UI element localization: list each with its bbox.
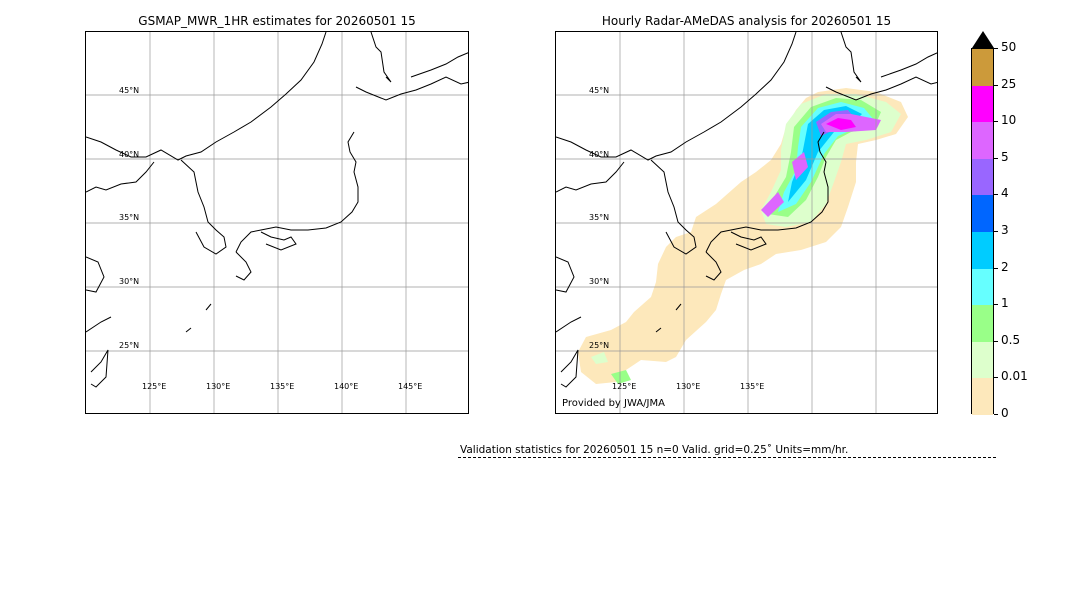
right-coastlines (556, 32, 937, 388)
colorbar-tick-label: 50 (1001, 40, 1017, 54)
validation-statistics: Validation statistics for 20260501 15 n=… (460, 444, 849, 456)
right-gridlines (556, 32, 937, 413)
colorbar-arrow-triangle (972, 31, 994, 48)
colorbar-segment (972, 232, 993, 270)
left-lon-label-135: 135°E (270, 382, 295, 391)
colorbar-tick-label: 3 (1001, 223, 1009, 237)
left-map-graphics (86, 32, 468, 413)
right-lat-label-25: 25°N (589, 341, 610, 350)
right-lat-label-35: 35°N (589, 213, 610, 222)
colorbar-tick-label: 4 (1001, 186, 1009, 201)
colorbar-segment (972, 268, 993, 306)
left-map: 45°N 40°N 35°N 30°N 25°N 125°E 130°E 135… (85, 31, 469, 414)
colorbar-segment (972, 378, 993, 416)
left-lat-label-25: 25°N (119, 341, 140, 350)
right-map-graphics (556, 32, 937, 413)
colorbar-tick-label: 0.01 (1001, 369, 1028, 384)
left-lon-label-140: 140°E (334, 382, 359, 391)
colorbar-tick-label: 25 (1001, 76, 1017, 91)
precip-magenta-southwest (761, 192, 784, 217)
right-map-title: Hourly Radar-AMeDAS analysis for 2026050… (601, 14, 892, 28)
colorbar-tickmark (994, 414, 998, 415)
right-lat-label-45: 45°N (589, 86, 610, 95)
colorbar-tick-label: 10 (1001, 113, 1017, 128)
left-lat-label-40: 40°N (119, 150, 140, 159)
right-lat-label-30: 30°N (589, 277, 610, 286)
colorbar-tick-label: 2 (1001, 259, 1009, 274)
colorbar-tickmark (994, 340, 998, 342)
precip-okinawa-green (611, 370, 631, 384)
colorbar-tickmark (994, 84, 998, 86)
colorbar-tick-label: 0 (1001, 406, 1009, 420)
precip-western-pale (591, 352, 608, 364)
colorbar-extend-arrow (972, 31, 994, 48)
right-lon-label-125: 125°E (612, 382, 637, 391)
left-gridlines (86, 32, 468, 413)
colorbar-segment (972, 158, 993, 196)
left-lat-label-30: 30°N (119, 277, 140, 286)
colorbar-tickmark (994, 304, 998, 306)
colorbar (971, 48, 994, 416)
colorbar-segment (972, 122, 993, 160)
left-lat-label-35: 35°N (119, 213, 140, 222)
left-lat-label-45: 45°N (119, 86, 140, 95)
colorbar-tick-label: 1 (1001, 296, 1009, 311)
precip-pink-area (826, 118, 856, 130)
colorbar-segment (972, 49, 993, 87)
left-map-title: GSMAP_MWR_1HR estimates for 20260501 15 (138, 14, 416, 28)
colorbar-segment (972, 85, 993, 123)
precip-blue-area (788, 106, 862, 202)
colorbar-tickmark (994, 194, 998, 196)
colorbar-segment (972, 341, 993, 379)
colorbar-segment (972, 195, 993, 233)
right-lon-label-130: 130°E (676, 382, 701, 391)
right-lon-label-135: 135°E (740, 382, 765, 391)
precipitation-field (578, 88, 908, 384)
colorbar-tickmark (994, 157, 998, 159)
right-map: 45°N 40°N 35°N 30°N 25°N 125°E 130°E 135… (555, 31, 938, 414)
colorbar-tick-label: 0.5 (1001, 332, 1021, 347)
left-lon-label-145: 145°E (398, 382, 423, 391)
colorbar-tick-label: 5 (1001, 149, 1009, 164)
colorbar-segment (972, 305, 993, 343)
colorbar-tickmark (994, 267, 998, 269)
colorbar-tickmark (994, 121, 998, 123)
left-coastlines (86, 32, 468, 388)
colorbar-tickmark (994, 377, 998, 379)
statistics-separator (458, 457, 996, 458)
left-lon-label-125: 125°E (142, 382, 167, 391)
left-lon-label-130: 130°E (206, 382, 231, 391)
right-lat-label-40: 40°N (589, 150, 610, 159)
data-credit: Provided by JWA/JMA (562, 398, 665, 409)
colorbar-tickmark (994, 231, 998, 232)
colorbar-tickmark (994, 48, 998, 49)
